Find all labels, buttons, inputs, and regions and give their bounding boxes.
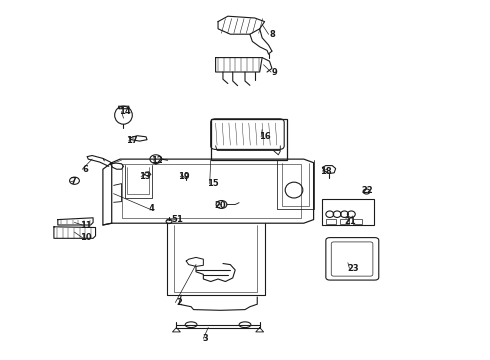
Text: 22: 22 (362, 186, 373, 195)
Bar (211, 119, 287, 160)
Text: 1: 1 (176, 215, 182, 224)
Text: 6: 6 (83, 165, 89, 174)
Text: 23: 23 (347, 264, 359, 273)
Text: 10: 10 (80, 233, 92, 242)
Text: 20: 20 (215, 201, 226, 210)
Text: 21: 21 (344, 217, 356, 226)
Text: 12: 12 (151, 156, 163, 165)
Bar (322, 199, 374, 225)
Text: 18: 18 (320, 166, 332, 176)
Text: 4: 4 (149, 204, 155, 213)
Text: 3: 3 (203, 334, 209, 343)
Text: 15: 15 (207, 179, 219, 188)
Text: 8: 8 (269, 30, 275, 39)
Bar (340, 219, 349, 224)
Text: 9: 9 (271, 68, 277, 77)
Text: 7: 7 (71, 177, 76, 186)
Text: 13: 13 (139, 172, 150, 181)
Bar (326, 219, 336, 224)
Text: 2: 2 (176, 298, 182, 307)
Text: 11: 11 (80, 220, 92, 230)
Text: 16: 16 (259, 132, 270, 141)
Text: 14: 14 (119, 107, 131, 116)
Text: 5: 5 (171, 215, 177, 224)
Text: 19: 19 (178, 172, 190, 181)
Text: 17: 17 (126, 136, 138, 145)
Bar (353, 219, 362, 224)
